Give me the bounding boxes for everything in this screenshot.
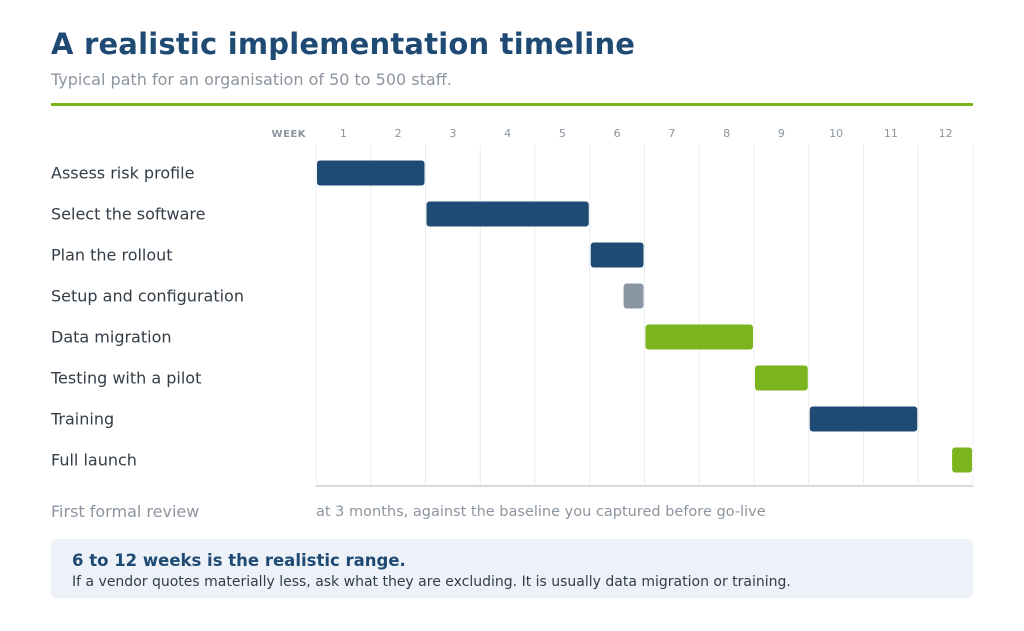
task-label: Select the software (51, 205, 206, 224)
task-bar (426, 201, 589, 227)
task-label: Testing with a pilot (50, 369, 201, 388)
task-label: Plan the rollout (51, 246, 173, 265)
review-label: First formal review (51, 502, 200, 521)
callout-box: 6 to 12 weeks is the realistic range. If… (51, 539, 973, 598)
task-label: Setup and configuration (51, 287, 244, 306)
task-bar (645, 324, 753, 350)
x-tick-label: 2 (395, 127, 402, 140)
x-tick-label: 3 (449, 127, 456, 140)
task-bar (317, 160, 425, 186)
x-tick-label: 4 (504, 127, 511, 140)
page-title: A realistic implementation timeline (51, 27, 636, 61)
review-text: at 3 months, against the baseline you ca… (316, 504, 766, 520)
x-tick-label: 12 (939, 127, 953, 140)
task-label: Training (50, 410, 114, 429)
x-tick-label: 5 (559, 127, 566, 140)
task-bar (809, 406, 918, 432)
x-tick-label: 11 (884, 127, 898, 140)
task-bar (755, 365, 808, 391)
task-bar (590, 242, 644, 268)
header-divider (51, 103, 973, 106)
x-tick-label: 10 (829, 127, 843, 140)
task-label: Full launch (51, 451, 137, 470)
task-label: Data migration (51, 328, 172, 347)
callout-heading: 6 to 12 weeks is the realistic range. (72, 551, 406, 570)
task-label: Assess risk profile (51, 164, 194, 183)
x-tick-label: 9 (778, 127, 785, 140)
callout-body: If a vendor quotes materially less, ask … (72, 574, 791, 590)
task-bar (623, 283, 644, 309)
x-tick-label: 7 (668, 127, 675, 140)
x-tick-label: 1 (340, 127, 347, 140)
page-subtitle: Typical path for an organisation of 50 t… (51, 70, 452, 89)
x-axis-header: WEEK (272, 129, 307, 140)
x-tick-label: 8 (723, 127, 730, 140)
x-tick-label: 6 (614, 127, 621, 140)
task-bar (952, 447, 972, 473)
